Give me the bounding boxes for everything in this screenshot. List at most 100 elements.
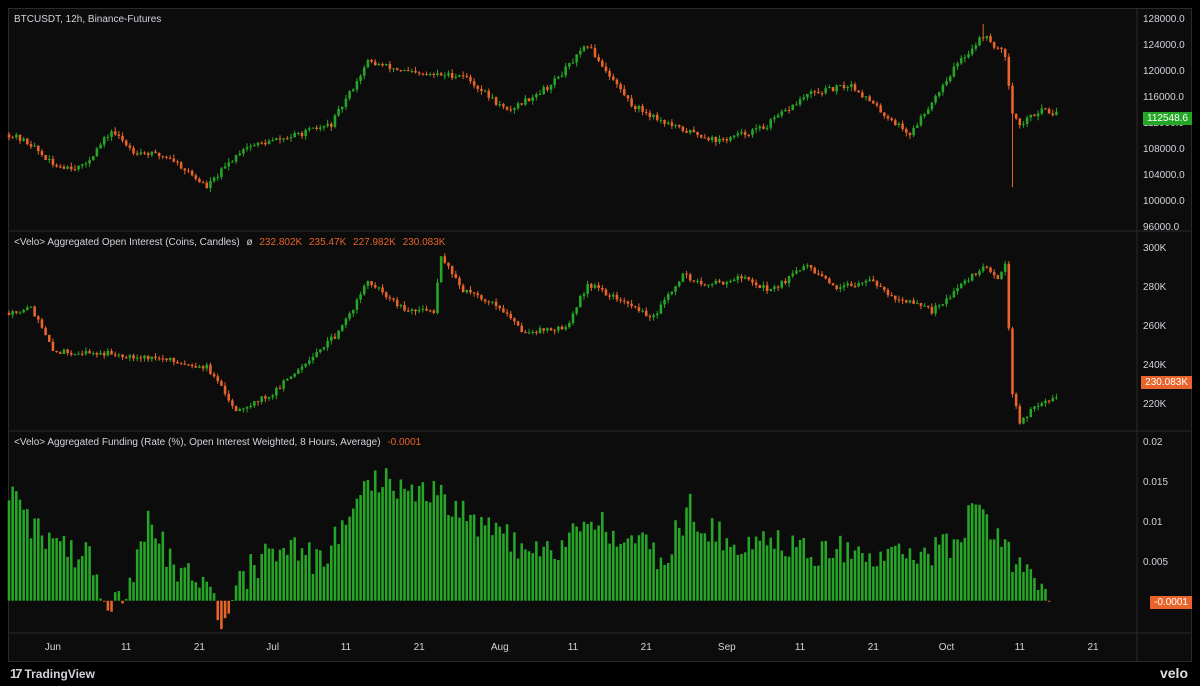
funding-bar bbox=[264, 543, 267, 601]
candle-body bbox=[575, 54, 578, 63]
funding-bar bbox=[674, 520, 677, 601]
x-tick-label: 11 bbox=[121, 642, 132, 653]
candle-body bbox=[850, 84, 853, 88]
candle-body bbox=[915, 303, 919, 305]
candle-body bbox=[319, 127, 322, 129]
candle-body bbox=[139, 357, 143, 359]
candle-body bbox=[476, 293, 480, 296]
candle-body bbox=[443, 256, 447, 263]
funding-bar bbox=[941, 534, 945, 601]
candle-body bbox=[677, 281, 681, 287]
candle-body bbox=[337, 108, 340, 116]
candle-body bbox=[102, 352, 106, 356]
x-tick-label: 21 bbox=[414, 642, 426, 653]
candle-body bbox=[373, 285, 377, 288]
candle-body bbox=[681, 273, 685, 282]
candle-body bbox=[571, 313, 575, 324]
candle-body bbox=[432, 310, 436, 313]
candle-body bbox=[637, 105, 641, 110]
funding-bar bbox=[542, 546, 545, 601]
funding-bar bbox=[414, 501, 417, 601]
candle-body bbox=[904, 128, 908, 133]
candle-body bbox=[1036, 113, 1040, 117]
funding-bar bbox=[421, 482, 425, 601]
funding-bar bbox=[172, 564, 176, 601]
candle-body bbox=[934, 305, 937, 314]
candle-body bbox=[773, 117, 776, 120]
candle-body bbox=[157, 358, 161, 360]
candle-body bbox=[286, 379, 289, 381]
candle-body bbox=[245, 407, 249, 409]
candle-body bbox=[1040, 403, 1044, 406]
candle-body bbox=[615, 294, 619, 300]
candle-body bbox=[33, 306, 36, 317]
candle-body bbox=[930, 306, 934, 314]
candle-body bbox=[1022, 417, 1025, 424]
candle-body bbox=[718, 280, 721, 283]
candle-body bbox=[73, 354, 77, 356]
candle-body bbox=[11, 311, 14, 315]
funding-bar bbox=[633, 543, 637, 601]
price-last-tag: 112548.6 bbox=[1143, 112, 1192, 125]
candle-body bbox=[242, 408, 245, 410]
candle-body bbox=[626, 301, 630, 304]
funding-bar bbox=[351, 508, 355, 601]
funding-bar bbox=[7, 500, 11, 601]
funding-bar bbox=[923, 547, 926, 601]
candle-body bbox=[919, 116, 923, 126]
candle-body bbox=[223, 385, 227, 394]
funding-bar bbox=[322, 566, 326, 601]
candle-body bbox=[432, 73, 436, 75]
candle-body bbox=[648, 112, 652, 117]
candle-body bbox=[714, 137, 718, 143]
candle-body bbox=[157, 152, 161, 157]
funding-bar bbox=[806, 558, 809, 601]
candle-body bbox=[121, 135, 124, 141]
candle-body bbox=[747, 134, 751, 136]
candle-body bbox=[458, 278, 461, 286]
candle-body bbox=[362, 285, 366, 295]
candle-body bbox=[754, 128, 758, 130]
candle-body bbox=[619, 299, 622, 301]
candle-body bbox=[659, 119, 663, 121]
candle-body bbox=[337, 330, 340, 339]
candle-body bbox=[963, 280, 967, 284]
candle-body bbox=[978, 37, 981, 46]
funding-bar bbox=[663, 564, 666, 601]
tradingview-logo[interactable]: 17 TradingView bbox=[10, 666, 95, 681]
funding-bar bbox=[780, 550, 784, 601]
candle-body bbox=[117, 134, 121, 136]
candle-body bbox=[828, 278, 831, 284]
candle-body bbox=[322, 347, 326, 350]
candle-body bbox=[1055, 111, 1058, 116]
candle-body bbox=[304, 129, 307, 137]
candle-body bbox=[802, 97, 806, 100]
candle-body bbox=[817, 91, 820, 94]
candle-body bbox=[293, 132, 296, 138]
y-tick-label: 108000.0 bbox=[1143, 144, 1185, 155]
candle-body bbox=[527, 98, 531, 101]
candle-body bbox=[926, 109, 930, 115]
funding-bar bbox=[29, 538, 33, 601]
funding-bar bbox=[428, 502, 432, 601]
funding-bar bbox=[802, 537, 806, 601]
funding-bar bbox=[234, 585, 238, 601]
funding-bar bbox=[370, 490, 373, 601]
candle-body bbox=[48, 335, 51, 342]
funding-bar bbox=[776, 530, 780, 601]
candle-body bbox=[568, 63, 571, 67]
funding-bar bbox=[1014, 564, 1018, 601]
candle-body bbox=[795, 104, 798, 106]
candle-body bbox=[135, 357, 139, 359]
funding-bar bbox=[956, 539, 959, 601]
price-pane-header: BTCUSDT, 12h, Binance-Futures bbox=[14, 14, 161, 25]
candle-body bbox=[469, 289, 472, 293]
candle-body bbox=[699, 280, 703, 285]
candle-body bbox=[850, 283, 853, 286]
candle-body bbox=[102, 137, 106, 145]
candle-body bbox=[798, 99, 802, 105]
candle-body bbox=[366, 59, 370, 68]
candle-body bbox=[754, 282, 758, 286]
candle-body bbox=[106, 136, 110, 138]
